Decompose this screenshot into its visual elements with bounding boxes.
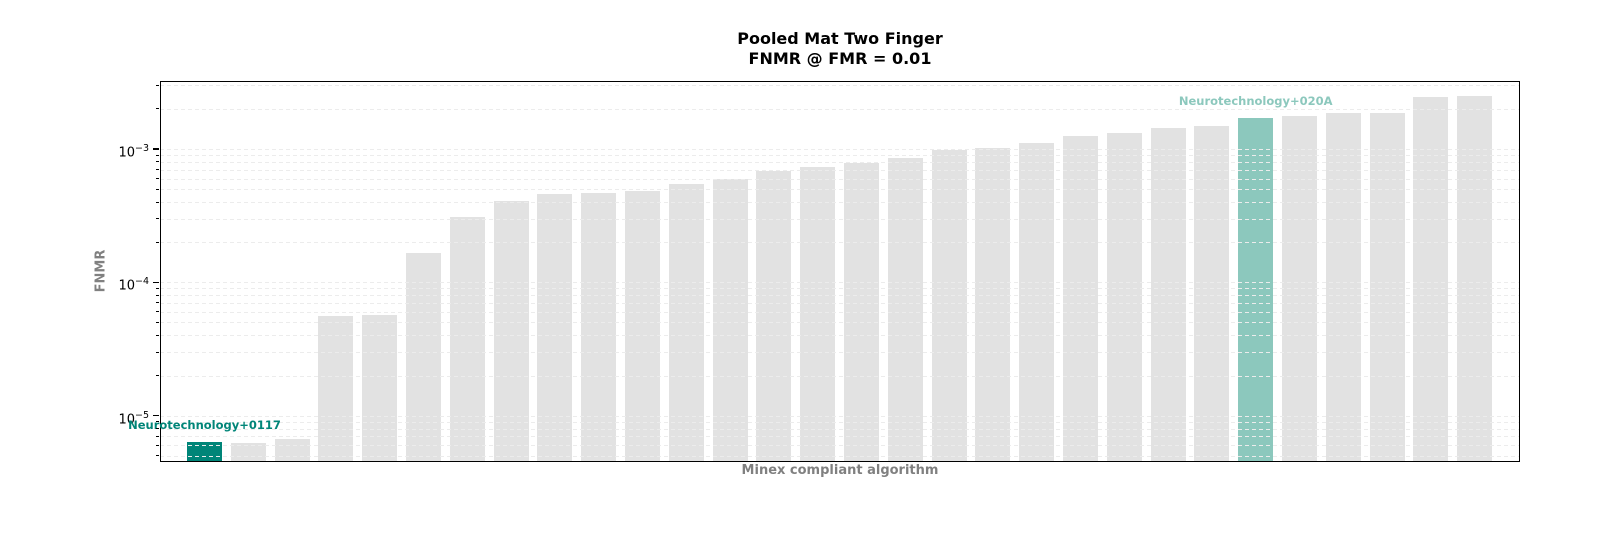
bar	[975, 147, 1011, 462]
bar-neurotechnology-020a	[1238, 117, 1274, 462]
y-minor-tick	[155, 375, 159, 377]
y-major-tick	[153, 281, 159, 284]
y-minor-tick	[155, 84, 159, 86]
bar	[1019, 142, 1055, 462]
gridline	[160, 189, 1520, 191]
bar	[1194, 125, 1230, 462]
bar	[625, 191, 660, 462]
chart-title: Pooled Mat Two Finger FNMR @ FMR = 0.01	[160, 29, 1520, 69]
bar	[1457, 95, 1493, 462]
gridline	[160, 311, 1520, 313]
y-minor-tick	[155, 435, 159, 437]
chart-title-line2: FNMR @ FMR = 0.01	[748, 49, 932, 68]
y-major-tick	[153, 414, 159, 417]
bar	[1106, 132, 1142, 462]
y-tick-label: 10−3	[118, 142, 149, 161]
bar	[1413, 97, 1449, 462]
x-axis-label: Minex compliant algorithm	[741, 463, 939, 478]
gridline	[160, 161, 1520, 163]
y-minor-tick	[155, 294, 159, 296]
gridline	[160, 242, 1520, 244]
bar	[581, 192, 617, 462]
bar	[449, 216, 485, 462]
gridline	[160, 295, 1520, 297]
bar	[887, 157, 923, 462]
bar	[537, 193, 573, 462]
gridline	[160, 445, 1520, 447]
y-tick-label: 10−4	[118, 276, 149, 294]
bar	[274, 438, 310, 462]
gridline	[160, 218, 1520, 220]
y-minor-tick	[155, 302, 159, 304]
bar	[362, 314, 398, 462]
y-minor-tick	[155, 201, 159, 203]
y-minor-tick	[155, 161, 159, 163]
bar	[1063, 136, 1098, 462]
gridline	[160, 415, 1520, 417]
y-minor-tick	[155, 178, 159, 180]
gridline	[160, 335, 1520, 337]
annotation-neurotechnology-020a: Neurotechnology+020A	[1178, 93, 1333, 108]
gridline	[160, 85, 1520, 87]
y-minor-tick	[155, 108, 159, 110]
gridline	[160, 282, 1520, 284]
y-minor-tick	[155, 169, 159, 171]
gridline	[160, 455, 1520, 457]
gridline	[160, 169, 1520, 171]
gridline	[160, 155, 1520, 157]
gridline	[160, 421, 1520, 423]
y-minor-tick	[155, 334, 159, 336]
gridline	[160, 375, 1520, 377]
bar	[1369, 112, 1405, 462]
y-minor-tick	[155, 428, 159, 430]
y-minor-tick	[155, 421, 159, 423]
gridline	[160, 352, 1520, 354]
bar	[318, 315, 354, 462]
gridline	[160, 148, 1520, 150]
y-minor-tick	[155, 218, 159, 220]
bar	[800, 167, 836, 462]
y-minor-tick	[155, 188, 159, 190]
y-minor-tick	[155, 455, 159, 457]
bar	[493, 200, 529, 462]
bar	[712, 178, 748, 462]
y-minor-tick	[155, 444, 159, 446]
gridline	[160, 108, 1520, 110]
y-minor-tick	[155, 287, 159, 289]
annotation-neurotechnology-0117: Neurotechnology+0117	[128, 417, 281, 432]
y-minor-tick	[155, 241, 159, 243]
gridline	[160, 428, 1520, 430]
bar	[1150, 127, 1186, 462]
y-minor-tick	[155, 154, 159, 156]
y-major-tick	[153, 148, 159, 150]
y-minor-tick	[155, 321, 159, 323]
bar	[230, 443, 266, 462]
chart-title-line1: Pooled Mat Two Finger	[737, 29, 943, 48]
bar	[406, 252, 441, 462]
bar	[1325, 112, 1361, 462]
gridline	[160, 302, 1520, 304]
gridline	[160, 202, 1520, 204]
y-minor-tick	[155, 351, 159, 353]
y-minor-tick	[155, 311, 159, 313]
y-tick-label: 10−5	[118, 409, 149, 428]
gridline	[160, 436, 1520, 438]
gridline	[160, 322, 1520, 324]
bar	[756, 171, 792, 462]
gridline	[160, 178, 1520, 180]
gridline	[160, 288, 1520, 290]
plot-area: Neurotechnology+0117 Neurotechnology+020…	[128, 81, 1520, 462]
